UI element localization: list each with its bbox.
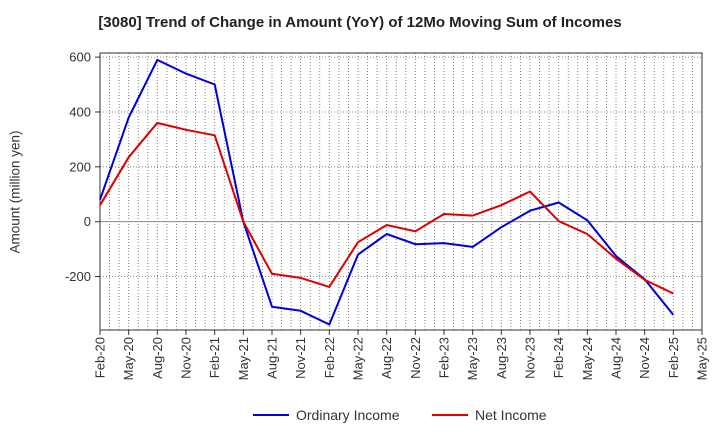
x-tick-label: Nov-22 (408, 337, 423, 379)
y-tick-label: 200 (69, 159, 91, 174)
x-tick-label: Nov-23 (523, 337, 538, 379)
x-tick-label: Aug-20 (150, 337, 165, 379)
x-tick-label: Nov-20 (179, 337, 194, 379)
x-tick-label: May-22 (351, 337, 366, 380)
x-tick-label: Aug-24 (609, 337, 624, 379)
x-tick-label: May-25 (695, 337, 710, 380)
legend-label-net-income: Net Income (475, 407, 547, 423)
y-tick-label: 600 (69, 50, 91, 65)
series (99, 58, 675, 326)
x-tick-label: Feb-24 (551, 337, 566, 378)
x-tick-label: May-24 (580, 337, 595, 380)
x-tick-label: Aug-23 (494, 337, 509, 379)
axes: 600 400 200 0 -200 Feb-20 May-20 Aug-20 Nov-20 Fe… (65, 50, 710, 381)
y-tick-label: 400 (69, 104, 91, 119)
legend: Ordinary Income Net Income (253, 407, 547, 423)
x-tick-label: May-23 (465, 337, 480, 380)
x-tick-label: May-20 (121, 337, 136, 380)
x-tick-label: Aug-22 (379, 337, 394, 379)
net-income-line (99, 121, 674, 295)
chart-title: [3080] Trend of Change in Amount (YoY) o… (98, 14, 622, 31)
x-tick-label: Feb-20 (93, 337, 108, 378)
x-tick-label: Feb-23 (437, 337, 452, 378)
x-tick-label: Feb-21 (207, 337, 222, 378)
ordinary-income-line (99, 58, 675, 326)
x-tick-label: Feb-25 (666, 337, 681, 378)
x-tick-label: Feb-22 (322, 337, 337, 378)
x-tick-label: Nov-24 (637, 337, 652, 379)
y-tick-label: -200 (65, 269, 91, 284)
x-tick-label: Nov-21 (293, 337, 308, 379)
plot-area-border (99, 52, 703, 331)
x-tick-label: May-21 (236, 337, 251, 380)
x-tick-label: Aug-21 (265, 337, 280, 379)
y-tick-label: 0 (84, 214, 91, 229)
grid (100, 53, 702, 330)
legend-label-ordinary-income: Ordinary Income (296, 407, 400, 423)
